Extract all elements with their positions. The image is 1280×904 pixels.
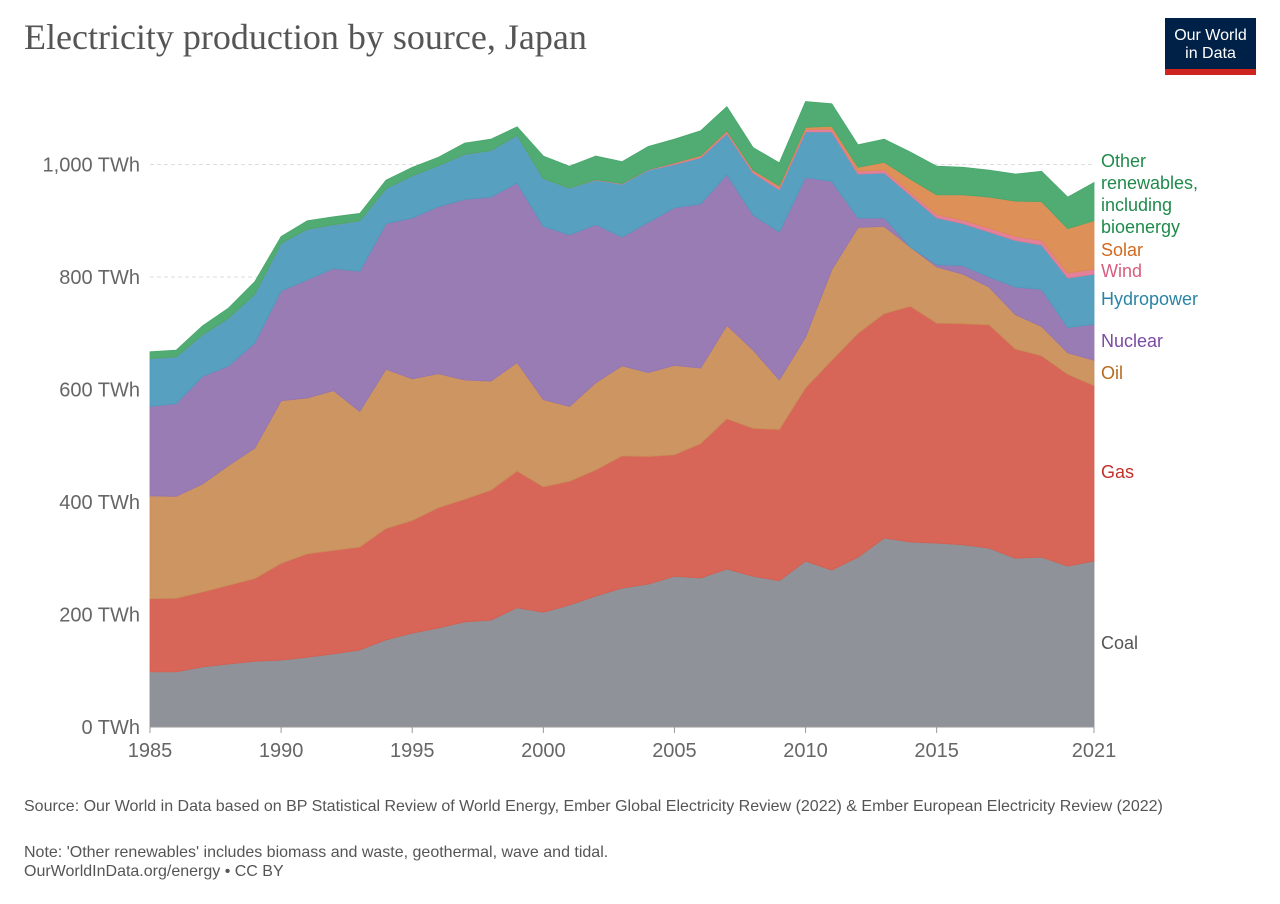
note: Note: 'Other renewables' includes biomas…: [24, 844, 609, 861]
legend-label[interactable]: Wind: [1101, 261, 1143, 281]
legend-label[interactable]: Other renewables, including bioenergy: [1101, 151, 1199, 237]
x-tick-label: 2010: [783, 740, 828, 762]
x-tick-label: 2000: [521, 740, 566, 762]
y-tick-label: 1,000 TWh: [43, 155, 140, 177]
legend-label[interactable]: Solar: [1101, 240, 1144, 260]
x-tick-label: 2015: [914, 740, 959, 762]
y-tick-label: 800 TWh: [59, 267, 140, 289]
x-tick-label: 1990: [259, 740, 304, 762]
legend-label[interactable]: Nuclear: [1101, 331, 1164, 351]
y-tick-label: 600 TWh: [59, 380, 140, 402]
x-tick-label: 1985: [128, 740, 173, 762]
x-tick-label: 1995: [390, 740, 435, 762]
chart-title: Electricity production by source, Japan: [24, 17, 587, 57]
x-tick-label: 2021: [1072, 740, 1117, 762]
legend-label[interactable]: Oil: [1101, 363, 1123, 383]
legend-label[interactable]: Gas: [1101, 462, 1135, 482]
area: [149, 101, 1095, 359]
source: Source: Our World in Data based on BP St…: [24, 798, 1163, 815]
credit[interactable]: OurWorldInData.org/energy • CC BY: [24, 863, 284, 880]
y-tick-label: 200 TWh: [59, 605, 140, 627]
legend-label[interactable]: Hydropower: [1101, 289, 1199, 309]
y-tick-label: 400 TWh: [59, 492, 140, 514]
y-tick-label: 0 TWh: [81, 717, 140, 739]
legend-label[interactable]: Coal: [1101, 633, 1139, 653]
x-tick-label: 2005: [652, 740, 697, 762]
logo[interactable]: Our World in Data: [1165, 18, 1256, 75]
